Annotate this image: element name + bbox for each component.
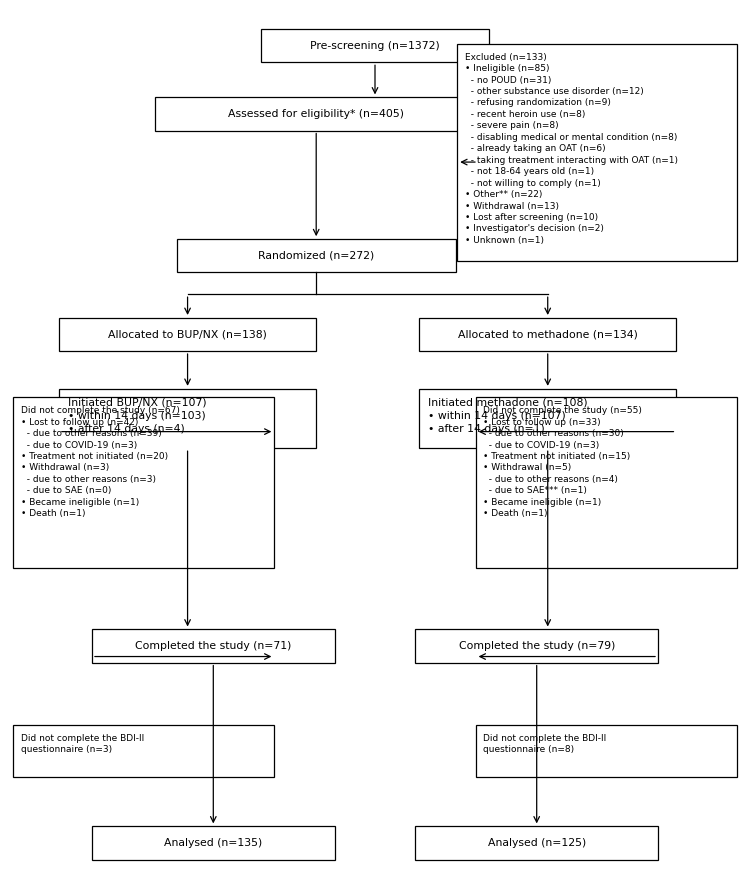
Bar [59, 388, 316, 448]
Bar [13, 397, 274, 568]
Bar [13, 725, 274, 777]
Text: Completed the study (n=79): Completed the study (n=79) [458, 641, 615, 651]
Text: Allocated to BUP/NX (n=138): Allocated to BUP/NX (n=138) [108, 330, 267, 339]
Bar [176, 239, 456, 272]
Text: Initiated BUP/NX (n=107)
• within 14 days (n=103)
• after 14 days (n=4): Initiated BUP/NX (n=107) • within 14 day… [68, 397, 206, 434]
Text: Did not complete the BDI-II
questionnaire (n=8): Did not complete the BDI-II questionnair… [483, 733, 606, 754]
Text: Pre-screening (n=1372): Pre-screening (n=1372) [310, 41, 440, 51]
Text: Did not complete the study (n=55)
• Lost to follow up (n=33)
  - due to other re: Did not complete the study (n=55) • Lost… [483, 406, 642, 518]
Text: Did not complete the study (n=67)
• Lost to follow up (n=42)
  - due to other re: Did not complete the study (n=67) • Lost… [21, 406, 179, 518]
Bar [416, 826, 658, 860]
Bar [416, 630, 658, 663]
Bar [476, 397, 736, 568]
Text: Did not complete the BDI-II
questionnaire (n=3): Did not complete the BDI-II questionnair… [21, 733, 144, 754]
Text: Analysed (n=125): Analysed (n=125) [488, 838, 586, 848]
Bar [419, 388, 676, 448]
Text: Allocated to methadone (n=134): Allocated to methadone (n=134) [458, 330, 638, 339]
Text: Randomized (n=272): Randomized (n=272) [258, 251, 374, 261]
Bar [261, 29, 489, 63]
Bar [92, 826, 334, 860]
Text: Analysed (n=135): Analysed (n=135) [164, 838, 262, 848]
Bar [92, 630, 334, 663]
Bar [59, 318, 316, 351]
Bar [476, 725, 736, 777]
Text: Completed the study (n=71): Completed the study (n=71) [135, 641, 292, 651]
Bar [419, 318, 676, 351]
Bar [154, 97, 478, 130]
Bar [458, 44, 736, 261]
Text: Excluded (n=133)
• Ineligible (n=85)
  - no POUD (n=31)
  - other substance use : Excluded (n=133) • Ineligible (n=85) - n… [465, 53, 678, 245]
Text: Initiated methadone (n=108)
• within 14 days (n=107)
• after 14 days (n=1): Initiated methadone (n=108) • within 14 … [428, 397, 587, 434]
Text: Assessed for eligibility* (n=405): Assessed for eligibility* (n=405) [228, 109, 404, 119]
